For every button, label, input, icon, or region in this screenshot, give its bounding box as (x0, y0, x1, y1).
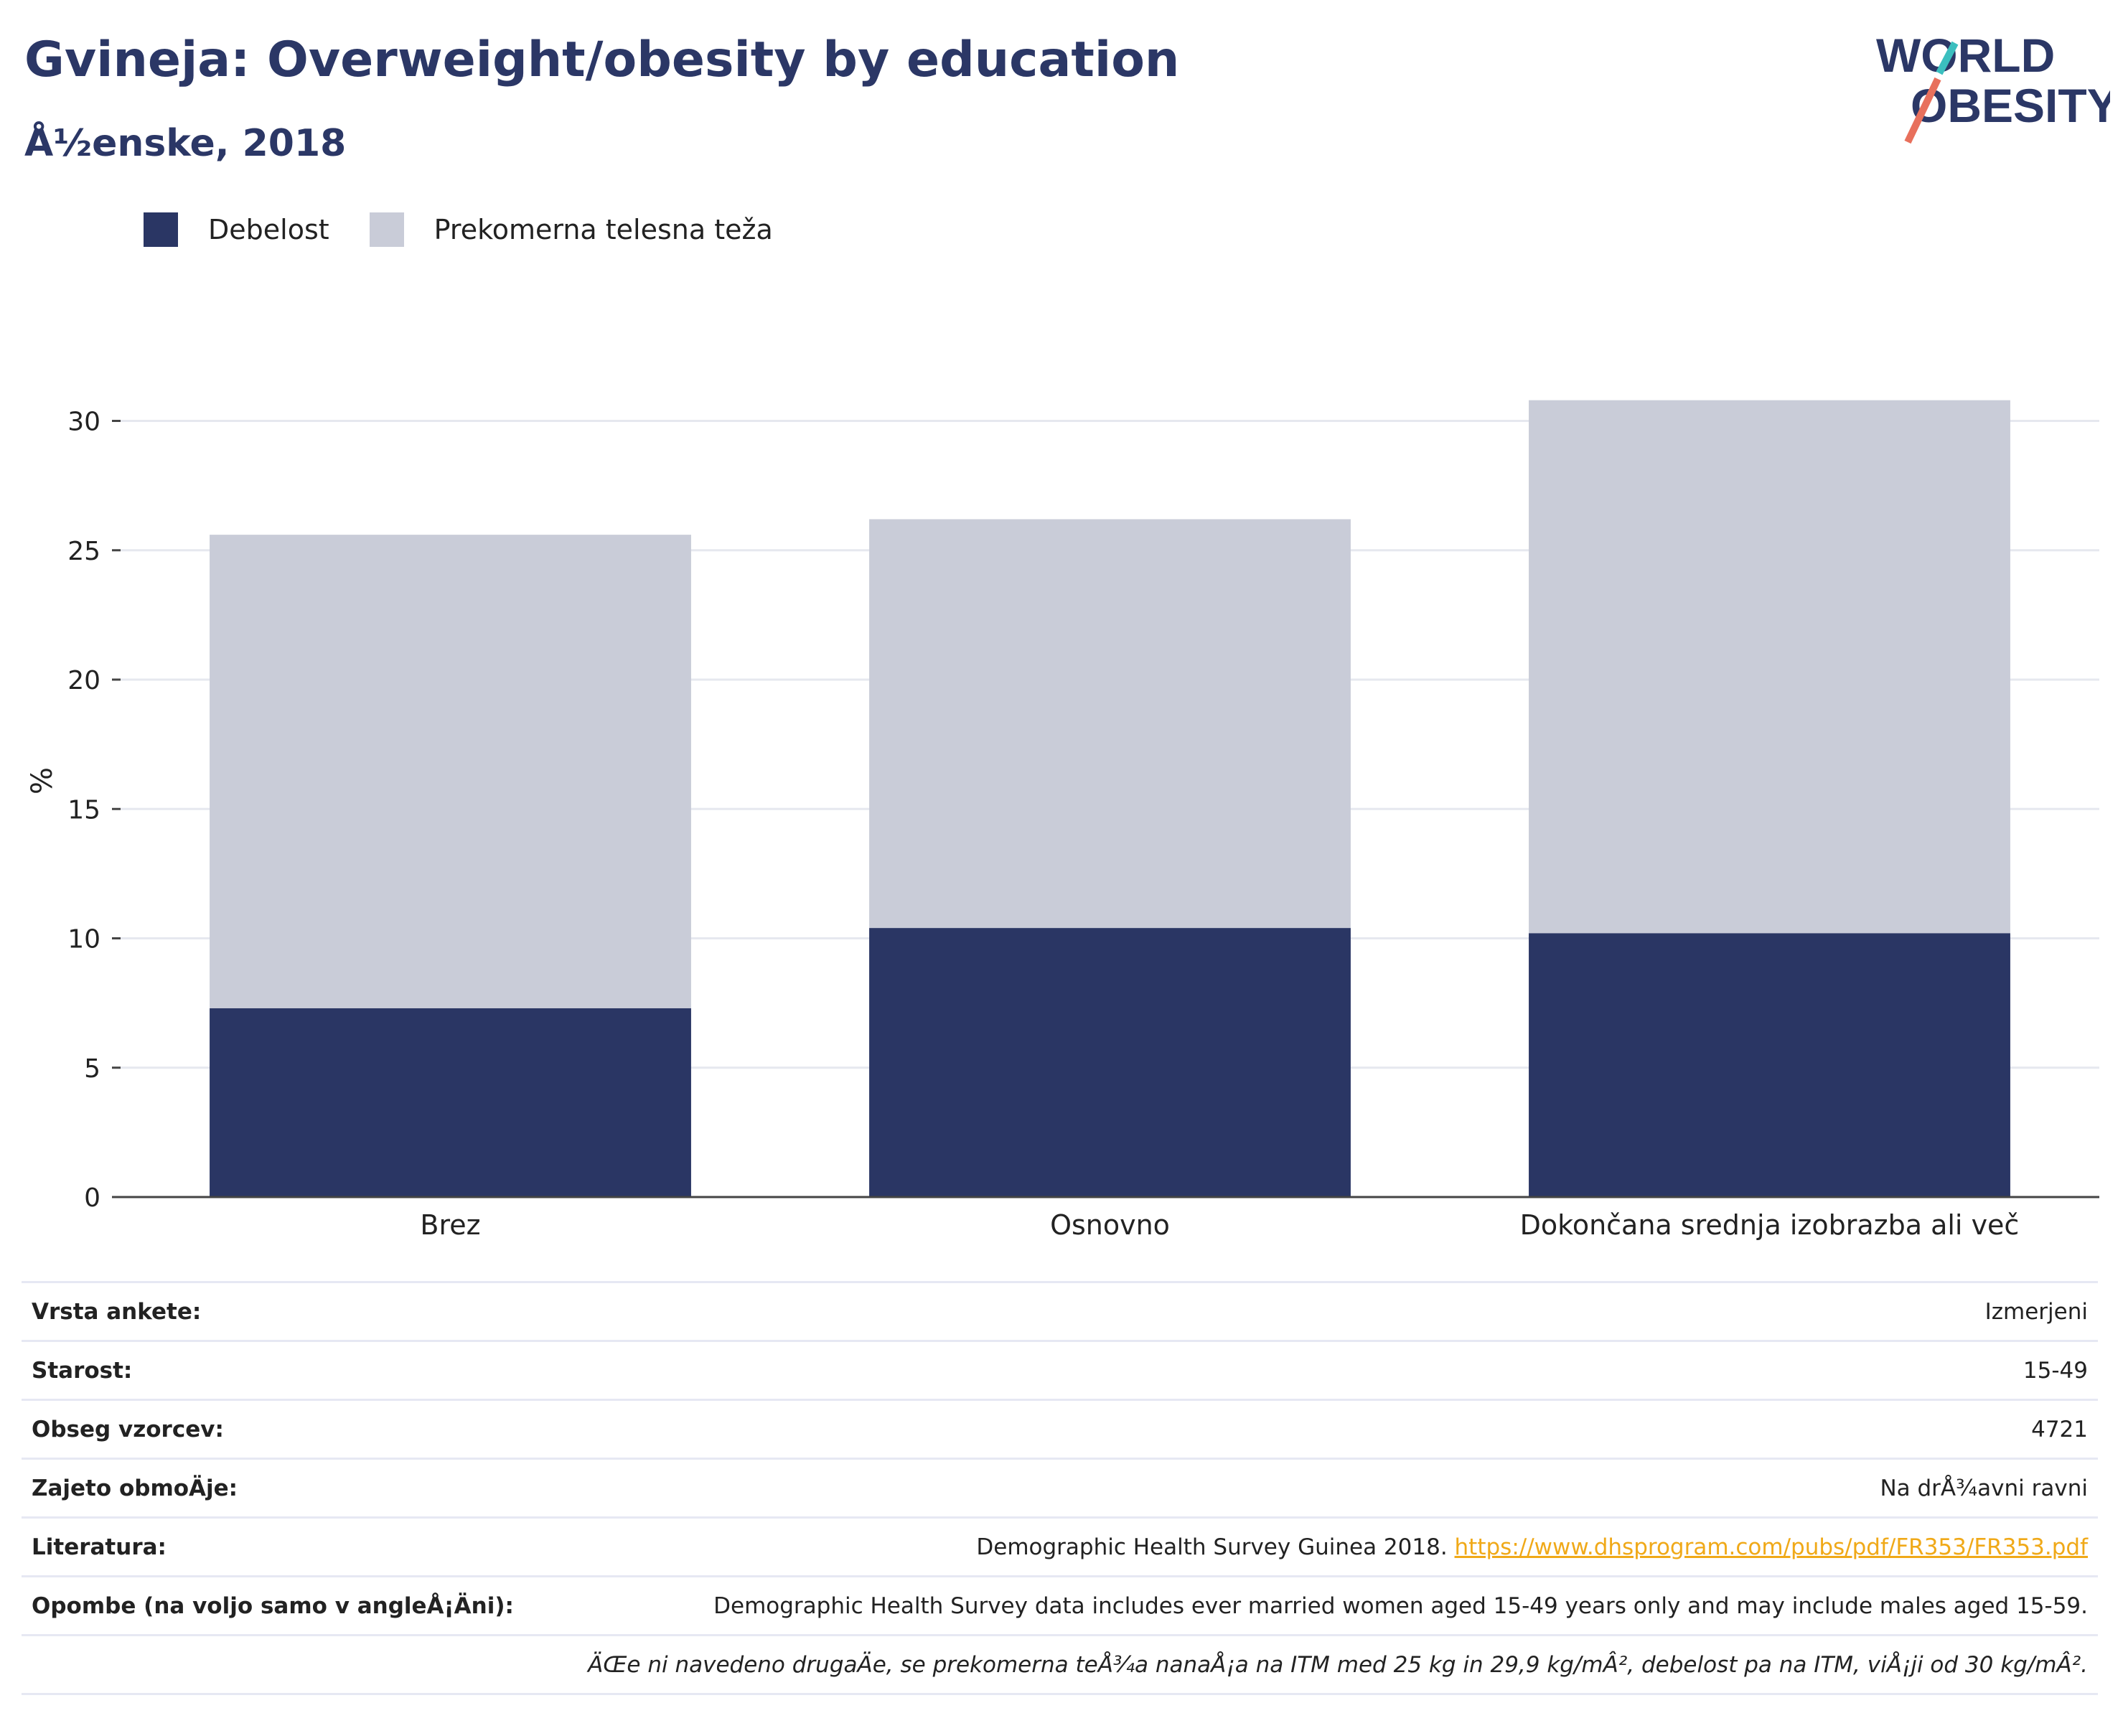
x-tick-label: Dokončana srednja izobrazba ali več (1520, 1209, 2020, 1241)
y-tick-label: 25 (67, 537, 100, 566)
detail-label: Literatura: (22, 1516, 572, 1577)
bar-segment-obesity[interactable] (1529, 933, 2010, 1197)
bar-segment-overweight[interactable] (1529, 400, 2010, 934)
detail-value: 15-49 (571, 1340, 2098, 1400)
y-tick-label: 10 (67, 925, 100, 954)
chart-subtitle: Å½enske, 2018 (24, 122, 347, 165)
bar-segment-obesity[interactable] (210, 1008, 691, 1197)
legend-swatch-obesity (144, 212, 178, 247)
stacked-bar-chart: 0 5 10 15 20 25 30 Brez Osnovno Dokončana srednj… (26, 400, 2099, 1241)
bar-segment-obesity[interactable] (869, 928, 1351, 1197)
legend-swatch-overweight (369, 212, 404, 247)
logo-slash-coral (1904, 77, 1941, 144)
chart-title: Gvineja: Overweight/obesity by education (24, 32, 1180, 88)
x-tick-label: Osnovno (1050, 1209, 1170, 1241)
footnote-row: ÄŒe ni navedeno drugaÄe, se prekomerna t… (22, 1634, 2098, 1695)
detail-value: Demographic Health Survey Guinea 2018. h… (571, 1516, 2098, 1577)
detail-value-text: Demographic Health Survey Guinea 2018. (976, 1534, 1455, 1560)
legend-label-overweight: Prekomerna telesna teža (433, 214, 773, 245)
survey-details-table: Vrsta ankete: Izmerjeni Starost: 15-49 Obseg… (22, 1281, 2098, 1695)
detail-value: Demographic Health Survey data includes … (571, 1575, 2098, 1636)
y-tick-label: 5 (84, 1054, 100, 1084)
footnote: ÄŒe ni navedeno drugaÄe, se prekomerna t… (22, 1634, 2098, 1695)
x-tick-labels: Brez Osnovno Dokončana srednja izobrazba a… (420, 1209, 2019, 1241)
detail-value-text: Izmerjeni (1984, 1298, 2088, 1325)
detail-row: Zajeto obmoÄje: Na drÅ¾avni ravni (22, 1458, 2098, 1518)
x-tick-label: Brez (420, 1209, 480, 1241)
detail-label: Zajeto obmoÄje: (22, 1458, 572, 1518)
y-tick-label: 20 (67, 666, 100, 695)
detail-value-text: 4721 (2031, 1416, 2088, 1442)
y-tick-label: 0 (84, 1183, 100, 1213)
detail-row: Literatura: Demographic Health Survey Gui… (22, 1516, 2098, 1577)
detail-value-text: Na drÅ¾avni ravni (1880, 1475, 2088, 1501)
y-tick-labels: 0 5 10 15 20 25 30 (67, 408, 121, 1213)
legend-item-overweight[interactable]: Prekomerna telesna teža (369, 212, 773, 247)
detail-row: Vrsta ankete: Izmerjeni (22, 1281, 2098, 1341)
bar-segment-overweight[interactable] (869, 519, 1351, 929)
legend: Debelost Prekomerna telesna teža (144, 212, 813, 247)
y-tick-label: 15 (67, 795, 100, 825)
detail-row: Opombe (na voljo samo v angleÅ¡Äni): Demo… (22, 1575, 2098, 1636)
legend-item-obesity[interactable]: Debelost (144, 212, 329, 247)
detail-value-text: 15-49 (2023, 1357, 2088, 1384)
reference-link[interactable]: https://www.dhsprogram.com/pubs/pdf/FR35… (1454, 1534, 2088, 1560)
logo-text-obesity: OBESITY (1911, 79, 2110, 132)
bar-segment-overweight[interactable] (210, 535, 691, 1008)
legend-label-obesity: Debelost (208, 214, 329, 245)
logo-slash-teal (1936, 41, 1959, 75)
detail-value: 4721 (571, 1399, 2098, 1459)
y-axis-label: % (26, 767, 59, 794)
detail-value-text: Demographic Health Survey data includes … (713, 1592, 2088, 1619)
logo-text-world: WORLD (1876, 29, 2055, 82)
y-tick-label: 30 (67, 408, 100, 437)
detail-label: Opombe (na voljo samo v angleÅ¡Äni): (22, 1575, 572, 1636)
detail-label: Obseg vzorcev: (22, 1399, 572, 1459)
detail-value: Na drÅ¾avni ravni (571, 1458, 2098, 1518)
world-obesity-logo: WORLD OBESITY (1876, 29, 2110, 144)
bars (210, 400, 2010, 1197)
detail-label: Starost: (22, 1340, 572, 1400)
detail-label: Vrsta ankete: (22, 1281, 572, 1341)
detail-row: Starost: 15-49 (22, 1340, 2098, 1400)
detail-row: Obseg vzorcev: 4721 (22, 1399, 2098, 1459)
detail-value: Izmerjeni (571, 1281, 2098, 1341)
